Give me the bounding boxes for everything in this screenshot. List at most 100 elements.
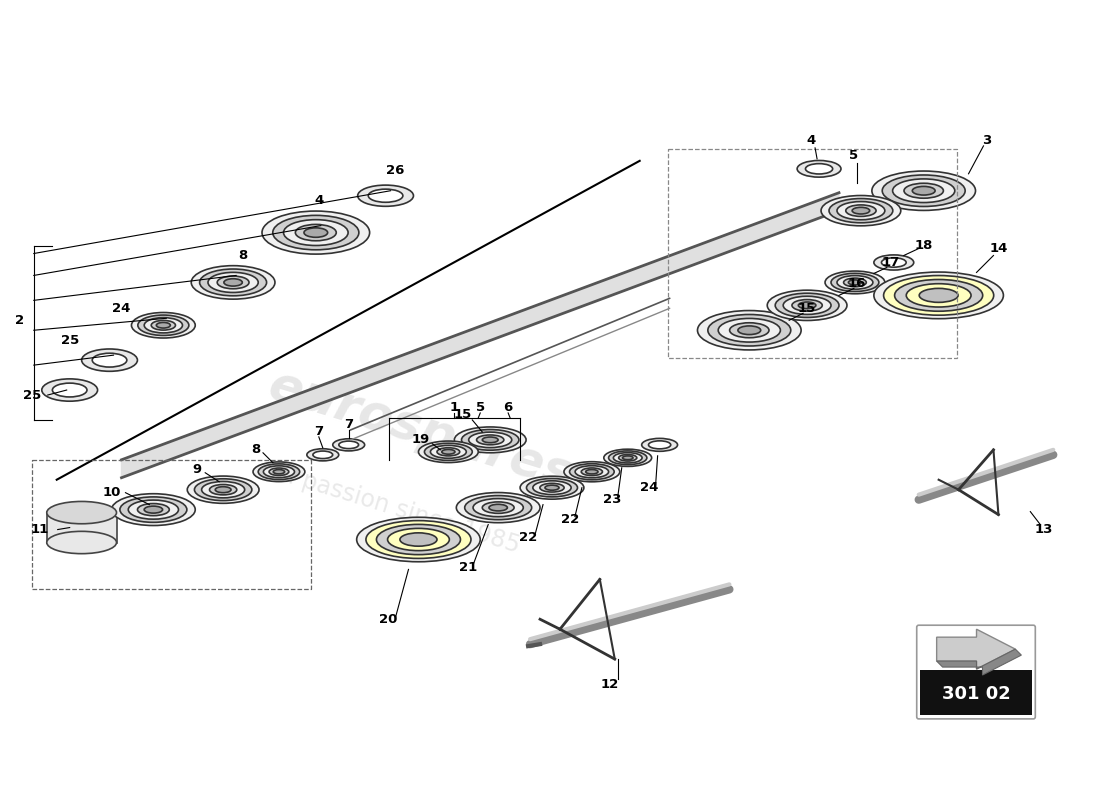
Ellipse shape xyxy=(798,161,842,177)
Ellipse shape xyxy=(738,326,761,334)
Ellipse shape xyxy=(792,299,823,311)
Text: 2: 2 xyxy=(15,314,24,326)
Ellipse shape xyxy=(776,294,839,318)
Ellipse shape xyxy=(575,466,608,478)
Ellipse shape xyxy=(273,470,285,474)
Text: 20: 20 xyxy=(379,613,398,626)
Ellipse shape xyxy=(307,449,339,461)
Text: eurospares: eurospares xyxy=(262,361,579,499)
Ellipse shape xyxy=(464,495,531,520)
Ellipse shape xyxy=(199,269,266,296)
Ellipse shape xyxy=(400,533,437,546)
Ellipse shape xyxy=(581,468,603,475)
Ellipse shape xyxy=(216,486,231,493)
Ellipse shape xyxy=(544,485,559,490)
Ellipse shape xyxy=(490,504,507,511)
Ellipse shape xyxy=(837,275,873,290)
Text: 19: 19 xyxy=(411,434,430,446)
Bar xyxy=(668,149,957,358)
Ellipse shape xyxy=(387,528,450,550)
Ellipse shape xyxy=(217,276,249,289)
Text: 8: 8 xyxy=(239,249,248,262)
Text: 24: 24 xyxy=(640,481,659,494)
Text: 23: 23 xyxy=(603,493,622,506)
Ellipse shape xyxy=(476,435,504,445)
Ellipse shape xyxy=(894,279,982,311)
Text: 25: 25 xyxy=(60,334,79,346)
Ellipse shape xyxy=(829,198,893,222)
Text: 25: 25 xyxy=(23,389,41,402)
Ellipse shape xyxy=(368,189,403,202)
Ellipse shape xyxy=(138,315,189,335)
Ellipse shape xyxy=(532,481,571,494)
Ellipse shape xyxy=(263,466,295,478)
Polygon shape xyxy=(937,630,1015,669)
Ellipse shape xyxy=(604,449,651,466)
Ellipse shape xyxy=(208,272,258,293)
Ellipse shape xyxy=(442,450,455,454)
Ellipse shape xyxy=(614,453,642,463)
Text: 8: 8 xyxy=(252,443,261,456)
Ellipse shape xyxy=(339,441,359,449)
Ellipse shape xyxy=(570,464,614,480)
Text: 13: 13 xyxy=(1034,523,1053,536)
Ellipse shape xyxy=(262,211,370,254)
Ellipse shape xyxy=(296,225,337,241)
Ellipse shape xyxy=(462,430,519,450)
Text: 5: 5 xyxy=(475,402,485,414)
Ellipse shape xyxy=(821,195,901,226)
Ellipse shape xyxy=(81,349,138,371)
Ellipse shape xyxy=(151,321,176,330)
Ellipse shape xyxy=(906,284,971,307)
FancyBboxPatch shape xyxy=(916,626,1035,719)
Ellipse shape xyxy=(209,485,236,495)
Ellipse shape xyxy=(892,179,955,202)
Text: 4: 4 xyxy=(315,194,323,207)
Text: 7: 7 xyxy=(315,426,323,438)
Ellipse shape xyxy=(469,432,512,448)
Ellipse shape xyxy=(482,502,514,514)
Ellipse shape xyxy=(273,215,359,250)
Ellipse shape xyxy=(873,255,914,270)
Bar xyxy=(47,513,117,542)
Text: 16: 16 xyxy=(848,277,866,290)
Bar xyxy=(920,670,1032,715)
Ellipse shape xyxy=(805,164,833,174)
Ellipse shape xyxy=(783,296,830,314)
Text: 12: 12 xyxy=(601,678,619,690)
Text: 15: 15 xyxy=(453,409,472,422)
Ellipse shape xyxy=(767,290,847,321)
Ellipse shape xyxy=(473,498,524,517)
Ellipse shape xyxy=(527,478,578,497)
Text: 6: 6 xyxy=(504,402,513,414)
Ellipse shape xyxy=(144,318,183,333)
Ellipse shape xyxy=(47,502,117,524)
Ellipse shape xyxy=(641,438,678,451)
Ellipse shape xyxy=(623,456,632,460)
Ellipse shape xyxy=(258,464,299,480)
Ellipse shape xyxy=(649,441,671,449)
Ellipse shape xyxy=(608,451,647,465)
Ellipse shape xyxy=(156,322,170,328)
Ellipse shape xyxy=(540,483,564,492)
Text: 1: 1 xyxy=(450,402,459,414)
Ellipse shape xyxy=(697,310,801,350)
Ellipse shape xyxy=(883,275,993,315)
Ellipse shape xyxy=(881,258,906,267)
Ellipse shape xyxy=(253,462,305,482)
Text: 14: 14 xyxy=(989,242,1008,255)
Ellipse shape xyxy=(882,175,965,206)
Text: 15: 15 xyxy=(798,302,816,315)
Text: 9: 9 xyxy=(192,463,201,476)
Text: 22: 22 xyxy=(519,531,537,544)
Text: 18: 18 xyxy=(914,239,933,252)
Ellipse shape xyxy=(904,183,944,198)
Ellipse shape xyxy=(304,228,328,238)
Ellipse shape xyxy=(358,185,414,206)
Text: 21: 21 xyxy=(459,561,477,574)
Ellipse shape xyxy=(376,524,461,554)
Ellipse shape xyxy=(729,322,769,338)
Text: 5: 5 xyxy=(849,150,858,162)
Ellipse shape xyxy=(912,186,935,195)
Ellipse shape xyxy=(825,271,884,294)
